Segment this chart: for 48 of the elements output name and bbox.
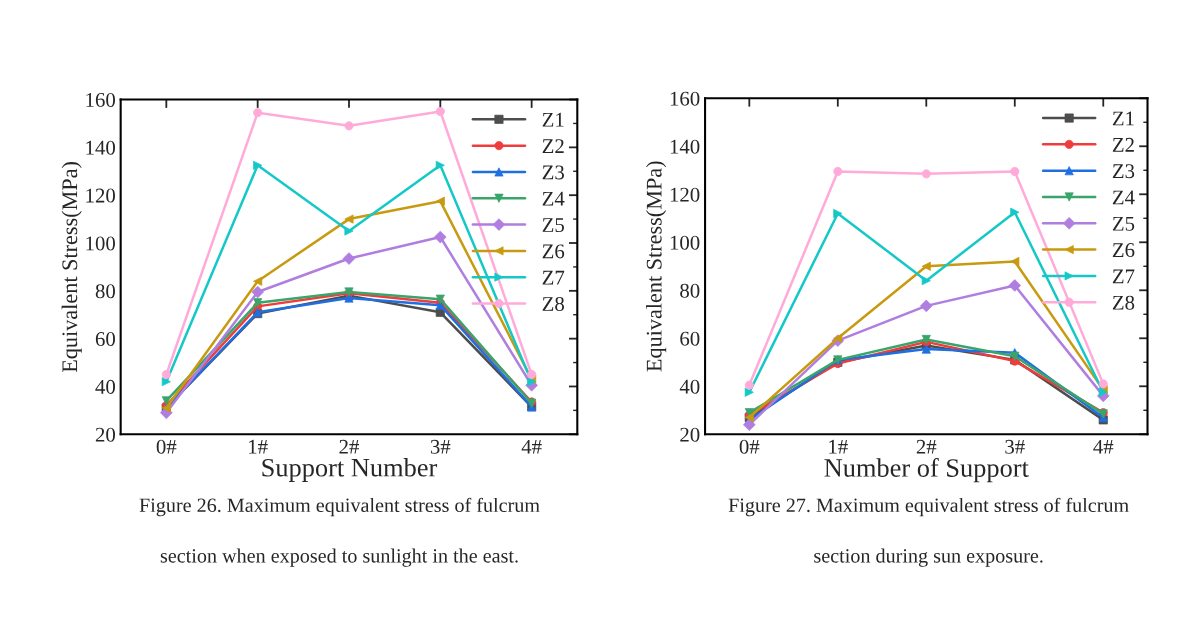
- legend-label: Z8: [1112, 295, 1135, 310]
- y-tick-label: 40: [95, 379, 116, 394]
- y-axis-title: Equivalent Stress(MPa): [61, 162, 82, 373]
- legend-label: Z3: [542, 165, 564, 180]
- x-tick-label: 0#: [156, 439, 177, 454]
- legend-label: Z2: [1112, 137, 1134, 152]
- x-tick-label: 2#: [339, 439, 360, 454]
- x-tick-label: 4#: [521, 439, 542, 454]
- y-tick-label: 140: [86, 140, 116, 155]
- text: Figure 26. Maximum equivalent stress of fulcrum section when exposed to sunlight in the east.: [139, 497, 540, 567]
- y-tick-label: 160: [86, 92, 116, 107]
- legend-label: Z2: [542, 139, 564, 153]
- y-tick-label: 20: [95, 427, 116, 442]
- y-axis-title: Equivalent Stress(MPa): [646, 161, 667, 372]
- text: Figure 27. Maximum equivalent stress of fulcrum section during sun exposure.: [728, 497, 1129, 567]
- x-tick-label: 0#: [739, 439, 760, 454]
- legend-label: Z6: [542, 244, 565, 259]
- x-tick-label: 3#: [430, 439, 451, 454]
- y-tick-label: 120: [86, 188, 116, 203]
- y-tick-label: 40: [679, 379, 700, 394]
- legend-label: Z3: [1112, 164, 1135, 179]
- x-tick-label: 2#: [916, 439, 937, 454]
- x-axis-title: Support Number: [262, 458, 438, 482]
- y-tick-label: 140: [670, 139, 700, 154]
- y-tick-label: 100: [670, 235, 700, 250]
- y-tick-label: 80: [680, 283, 700, 298]
- x-axis-title: Number of Support: [824, 458, 1029, 483]
- legend-label: Z1: [1112, 111, 1134, 126]
- legend-label: Z1: [542, 112, 564, 127]
- legend-label: Z5: [1112, 216, 1135, 231]
- legend-label: Z4: [542, 191, 565, 206]
- legend-label: Z8: [542, 296, 565, 312]
- y-tick-label: 160: [670, 91, 700, 106]
- legend-label: Z6: [1112, 243, 1135, 258]
- y-tick-label: 60: [95, 332, 116, 347]
- y-tick-label: 100: [86, 236, 116, 251]
- x-tick-label: 4#: [1093, 439, 1114, 454]
- legend-label: Z7: [542, 270, 565, 285]
- x-tick-label: 1#: [249, 439, 268, 454]
- y-tick-label: 120: [670, 187, 700, 202]
- legend-label: Z5: [542, 218, 564, 233]
- legend-label: Z7: [1112, 269, 1135, 284]
- legend-label: Z4: [1112, 190, 1135, 205]
- y-tick-label: 60: [680, 331, 700, 346]
- x-tick-label: 1#: [829, 439, 848, 454]
- y-tick-label: 80: [95, 284, 116, 299]
- x-tick-label: 3#: [1005, 439, 1025, 454]
- y-tick-label: 20: [680, 427, 700, 442]
